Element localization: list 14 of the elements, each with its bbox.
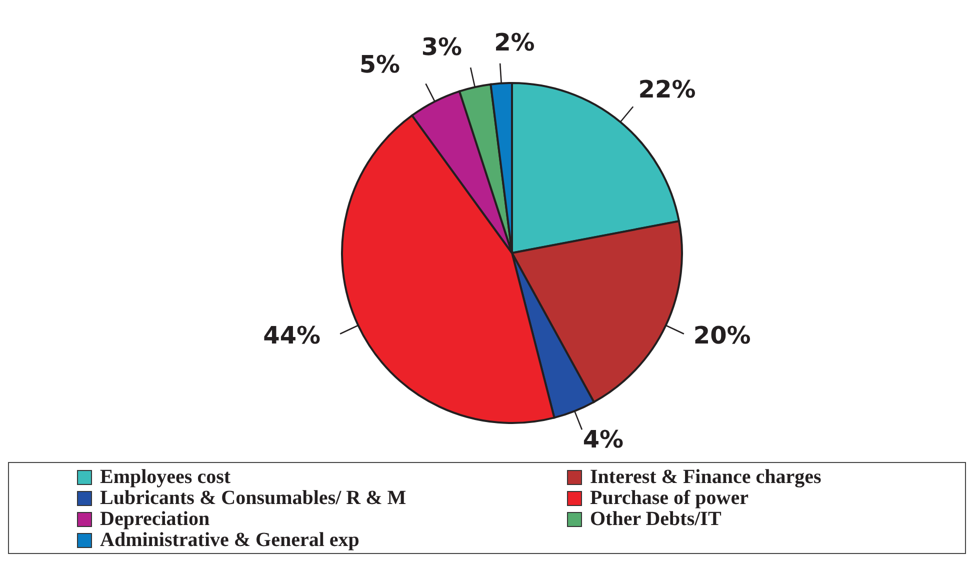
legend-label: Depreciation [100, 508, 210, 530]
data-label: 20% [693, 322, 751, 350]
data-label: 22% [638, 75, 696, 104]
legend-label: Purchase of power [590, 487, 748, 509]
data-label: 44% [263, 322, 321, 350]
legend-label: Employees cost [100, 466, 231, 488]
legend-label: Administrative & General exp [100, 529, 360, 551]
data-label: 3% [421, 32, 462, 61]
data-label: 2% [494, 28, 535, 56]
legend-label: Other Debts/IT [590, 508, 722, 530]
data-label: 4% [582, 426, 624, 454]
legend-label: Interest & Finance charges [590, 466, 822, 488]
legend-label: Lubricants & Consumables/ R & M [100, 487, 406, 509]
data-label: 5% [359, 50, 400, 78]
